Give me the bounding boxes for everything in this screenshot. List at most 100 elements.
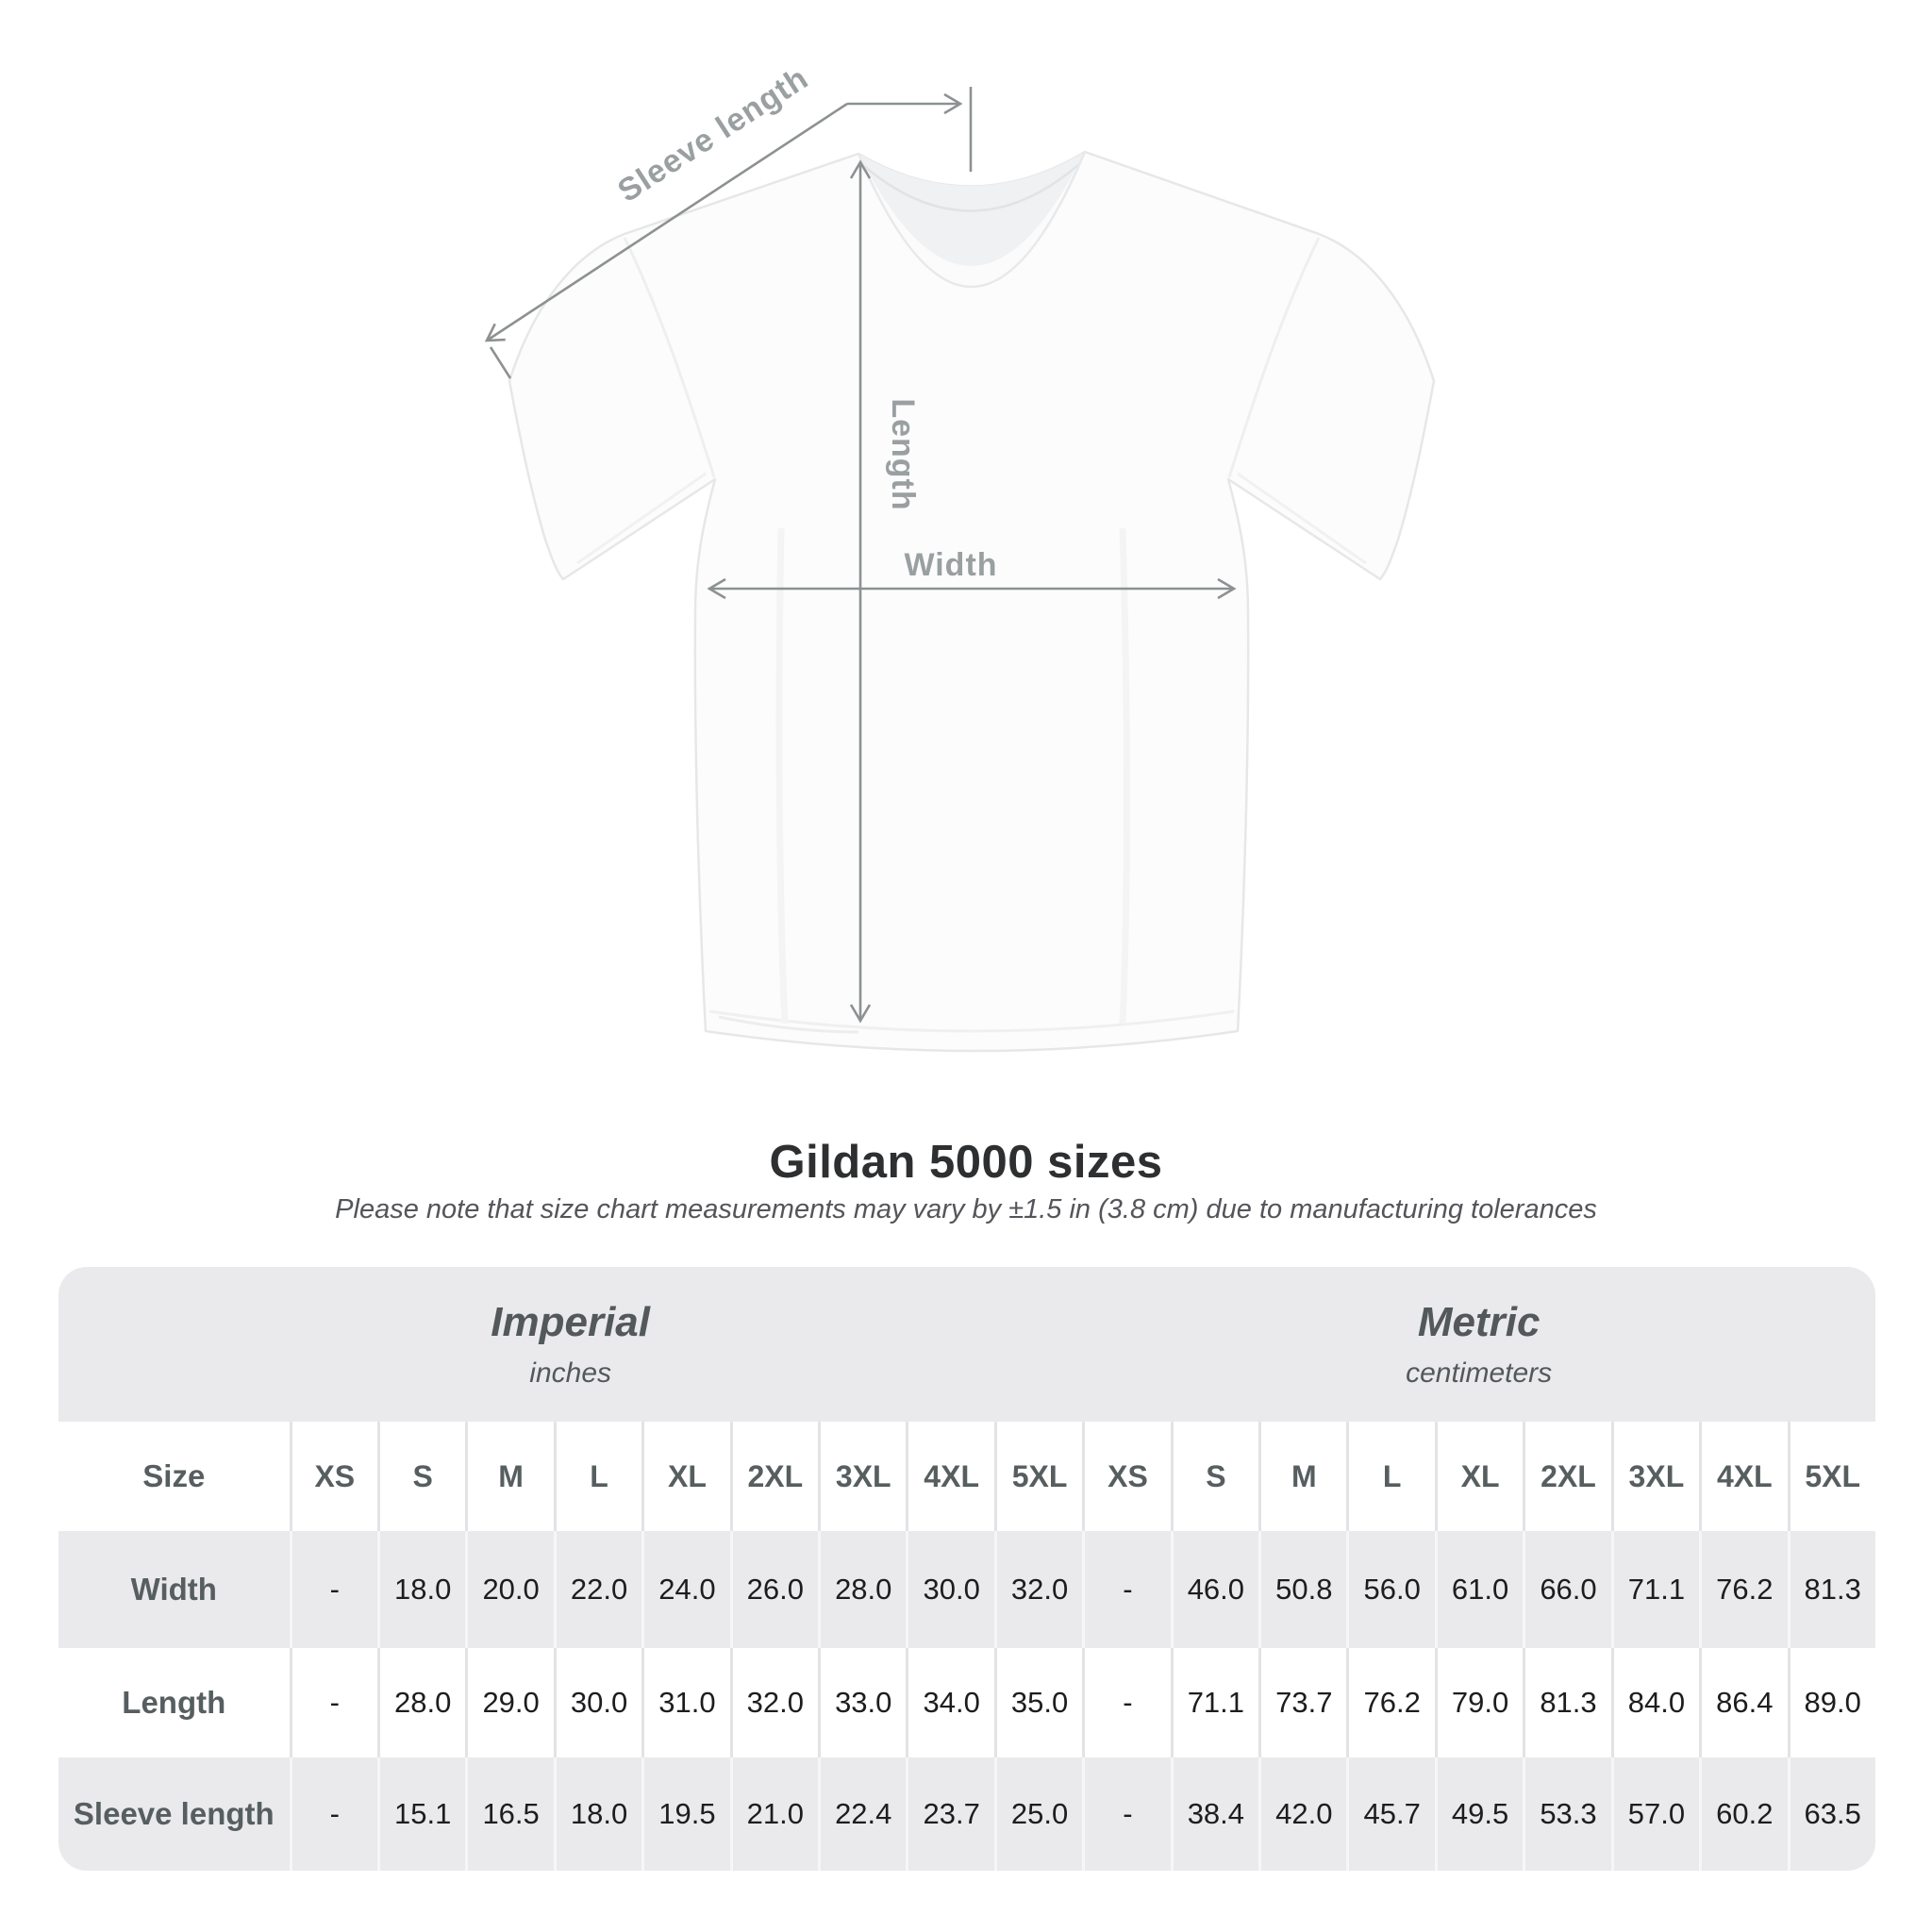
metric-size-header: L [1346, 1422, 1434, 1531]
length-imperial-value: 33.0 [818, 1648, 906, 1757]
sleeve-imperial-value: 19.5 [641, 1757, 729, 1871]
width-imperial-value: 32.0 [993, 1531, 1082, 1648]
collar-band-bottom-seam [857, 151, 1087, 289]
sleeve-imperial-value: 18.0 [553, 1757, 641, 1871]
dimension-annotations [484, 87, 1237, 1024]
sleeve-length-leader [489, 346, 512, 379]
tolerance-note: Please note that size chart measurements… [335, 1194, 1597, 1224]
length-metric-value: 81.3 [1523, 1648, 1610, 1757]
sleeve-imperial-value: - [289, 1757, 377, 1871]
imperial-size-header: 3XL [818, 1422, 906, 1531]
width-imperial-value: 22.0 [553, 1531, 641, 1648]
imperial-size-header: 4XL [906, 1422, 993, 1531]
length-imperial-value: 30.0 [553, 1648, 641, 1757]
row-label-sleeve-length: Sleeve length [73, 1796, 275, 1831]
hem-fold-shadow [718, 1015, 859, 1034]
sleeve-imperial-value: 16.5 [465, 1757, 553, 1871]
sleeve-metric-value: 57.0 [1610, 1757, 1699, 1871]
width-imperial-value: 20.0 [465, 1531, 553, 1648]
sleeve-metric-value: 60.2 [1699, 1757, 1787, 1871]
sleeve-metric-value: - [1082, 1757, 1170, 1871]
imperial-size-header: 5XL [993, 1422, 1082, 1531]
imperial-size-header: M [465, 1422, 553, 1531]
length-metric-value: 76.2 [1346, 1648, 1434, 1757]
metric-size-header: 5XL [1787, 1422, 1875, 1531]
sleeve-imperial-value: 23.7 [906, 1757, 993, 1871]
metric-size-header: M [1258, 1422, 1346, 1531]
width-metric-value: 56.0 [1346, 1531, 1434, 1648]
right-cuff-stitch [1237, 472, 1367, 565]
width-metric-value: 81.3 [1787, 1531, 1875, 1648]
collar-back-seam [863, 163, 1080, 212]
length-metric-value: 89.0 [1787, 1648, 1875, 1757]
page-title: Gildan 5000 sizes [769, 1137, 1163, 1188]
width-metric-value: 71.1 [1610, 1531, 1699, 1648]
width-label: Width [904, 547, 997, 583]
imperial-size-header: XL [641, 1422, 729, 1531]
length-metric-value: 71.1 [1170, 1648, 1258, 1757]
sleeve-imperial-value: 15.1 [377, 1757, 465, 1871]
left-cuff-stitch [576, 472, 707, 565]
length-metric-value: 86.4 [1699, 1648, 1787, 1757]
table-row-length: Length - 28.0 29.0 30.0 31.0 32.0 33.0 3… [58, 1648, 1875, 1757]
size-table: Imperial inches Metric centimeters Size … [58, 1267, 1875, 1871]
length-metric-value: 84.0 [1610, 1648, 1699, 1757]
width-imperial-value: 18.0 [377, 1531, 465, 1648]
sleeve-metric-value: 49.5 [1434, 1757, 1523, 1871]
size-header-label: Size [142, 1458, 206, 1493]
imperial-group-name: Imperial [491, 1299, 651, 1345]
row-label-width: Width [130, 1572, 217, 1607]
length-imperial-value: 34.0 [906, 1648, 993, 1757]
row-label-length: Length [122, 1685, 226, 1720]
imperial-size-header: L [553, 1422, 641, 1531]
width-metric-value: 50.8 [1258, 1531, 1346, 1648]
width-metric-value: 46.0 [1170, 1531, 1258, 1648]
tshirt-outline [508, 150, 1436, 1053]
table-row-width: Width - 18.0 20.0 22.0 24.0 26.0 28.0 30… [58, 1531, 1875, 1648]
length-label: Length [885, 398, 921, 510]
metric-group-name: Metric [1417, 1299, 1541, 1345]
metric-size-header: 4XL [1699, 1422, 1787, 1531]
metric-size-header: S [1170, 1422, 1258, 1531]
sleeve-metric-value: 42.0 [1258, 1757, 1346, 1871]
width-imperial-value: - [289, 1531, 377, 1648]
width-metric-value: 66.0 [1523, 1531, 1610, 1648]
imperial-size-header: XS [289, 1422, 377, 1531]
sleeve-imperial-value: 22.4 [818, 1757, 906, 1871]
body-fold-2 [1119, 527, 1130, 1024]
width-metric-value: 61.0 [1434, 1531, 1523, 1648]
metric-group-header: Metric centimeters [1082, 1267, 1875, 1422]
metric-group-unit: centimeters [1406, 1357, 1553, 1389]
table-row-sleeve-length: Sleeve length - 15.1 16.5 18.0 19.5 21.0… [58, 1757, 1875, 1871]
width-imperial-value: 28.0 [818, 1531, 906, 1648]
hem-stitch [708, 1009, 1235, 1033]
width-imperial-value: 26.0 [729, 1531, 818, 1648]
sleeve-imperial-value: 21.0 [729, 1757, 818, 1871]
size-header-row: Size XS S M L XL 2XL 3XL 4XL 5XL XS S M … [58, 1422, 1875, 1531]
body-fold-1 [775, 527, 789, 1024]
length-imperial-value: 32.0 [729, 1648, 818, 1757]
width-metric-value: - [1082, 1531, 1170, 1648]
length-imperial-value: 31.0 [641, 1648, 729, 1757]
length-imperial-value: 29.0 [465, 1648, 553, 1757]
width-metric-value: 76.2 [1699, 1531, 1787, 1648]
sleeve-length-line [484, 102, 848, 342]
left-armhole-seam [623, 237, 716, 478]
sleeve-imperial-value: 25.0 [993, 1757, 1082, 1871]
width-imperial-value: 30.0 [906, 1531, 993, 1648]
tshirt-measurement-diagram: Sleeve length Length Width [484, 60, 1436, 1053]
sleeve-metric-value: 45.7 [1346, 1757, 1434, 1871]
width-imperial-value: 24.0 [641, 1531, 729, 1648]
length-metric-value: 73.7 [1258, 1648, 1346, 1757]
metric-size-header: 3XL [1610, 1422, 1699, 1531]
imperial-size-header: 2XL [729, 1422, 818, 1531]
length-metric-value: 79.0 [1434, 1648, 1523, 1757]
imperial-group-header: Imperial inches [58, 1267, 1082, 1422]
sleeve-metric-value: 63.5 [1787, 1757, 1875, 1871]
length-imperial-value: 28.0 [377, 1648, 465, 1757]
sleeve-metric-value: 53.3 [1523, 1757, 1610, 1871]
metric-size-header: 2XL [1523, 1422, 1610, 1531]
length-imperial-value: 35.0 [993, 1648, 1082, 1757]
collar-opening [858, 152, 1085, 267]
